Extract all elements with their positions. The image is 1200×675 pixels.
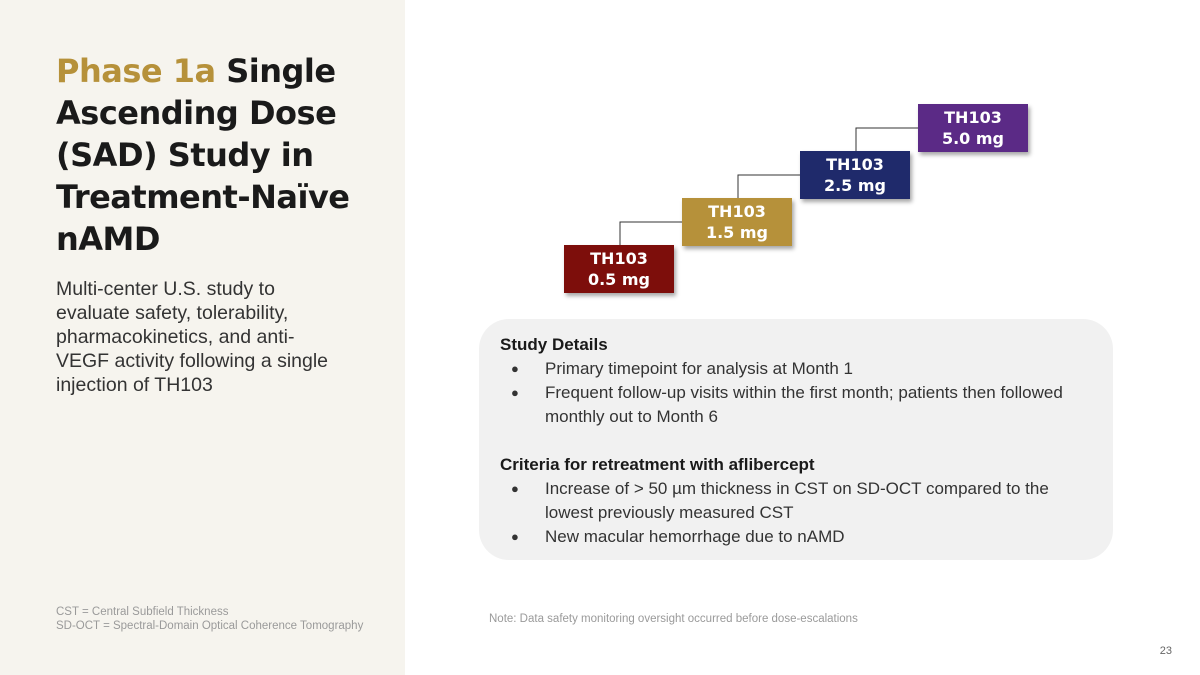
list-item: Primary timepoint for analysis at Month …	[500, 357, 1093, 381]
dose-amount-label: 1.5 mg	[705, 223, 769, 242]
slide-subtitle: Multi-center U.S. study to evaluate safe…	[56, 278, 329, 396]
page-number: 23	[1159, 645, 1172, 657]
list-item: Frequent follow-up visits within the fir…	[500, 381, 1093, 429]
title-rest: Single Ascending Dose (SAD) Study in Tre…	[56, 52, 350, 258]
title-accent: Phase 1a	[56, 52, 216, 90]
list-item: Increase of > 50 µm thickness in CST on …	[500, 477, 1093, 525]
dsmb-note: Note: Data safety monitoring oversight o…	[489, 613, 858, 625]
study-details-list: Primary timepoint for analysis at Month …	[500, 357, 1093, 429]
footnote-sd-oct: SD-OCT = Spectral-Domain Optical Coheren…	[56, 620, 364, 632]
connector-3	[855, 127, 918, 151]
dose-box-1-5mg: TH103 1.5 mg	[682, 198, 792, 246]
dose-box-5-0mg: TH103 5.0 mg	[918, 104, 1028, 152]
study-details-heading: Study Details	[500, 335, 608, 354]
footnote-cst: CST = Central Subfield Thickness	[56, 606, 229, 618]
dose-box-2-5mg: TH103 2.5 mg	[800, 151, 910, 199]
left-panel	[0, 0, 405, 675]
dose-drug-label: TH103	[708, 202, 766, 221]
connector-2	[737, 174, 800, 198]
retreatment-heading: Criteria for retreatment with aflibercep…	[500, 455, 815, 474]
study-details-panel: Study Details Primary timepoint for anal…	[479, 319, 1113, 560]
footnotes: CST = Central Subfield Thickness SD-OCT …	[56, 605, 396, 633]
dose-drug-label: TH103	[590, 249, 648, 268]
dose-amount-label: 0.5 mg	[587, 270, 651, 289]
list-item: New macular hemorrhage due to nAMD	[500, 525, 1093, 549]
dose-box-0-5mg: TH103 0.5 mg	[564, 245, 674, 293]
retreatment-list: Increase of > 50 µm thickness in CST on …	[500, 477, 1093, 549]
section-spacer	[500, 429, 1093, 453]
connector-1	[619, 221, 682, 245]
dose-amount-label: 2.5 mg	[823, 176, 887, 195]
dose-drug-label: TH103	[944, 108, 1002, 127]
slide-title: Phase 1a Single Ascending Dose (SAD) Stu…	[56, 50, 386, 260]
dose-amount-label: 5.0 mg	[941, 129, 1005, 148]
dose-drug-label: TH103	[826, 155, 884, 174]
